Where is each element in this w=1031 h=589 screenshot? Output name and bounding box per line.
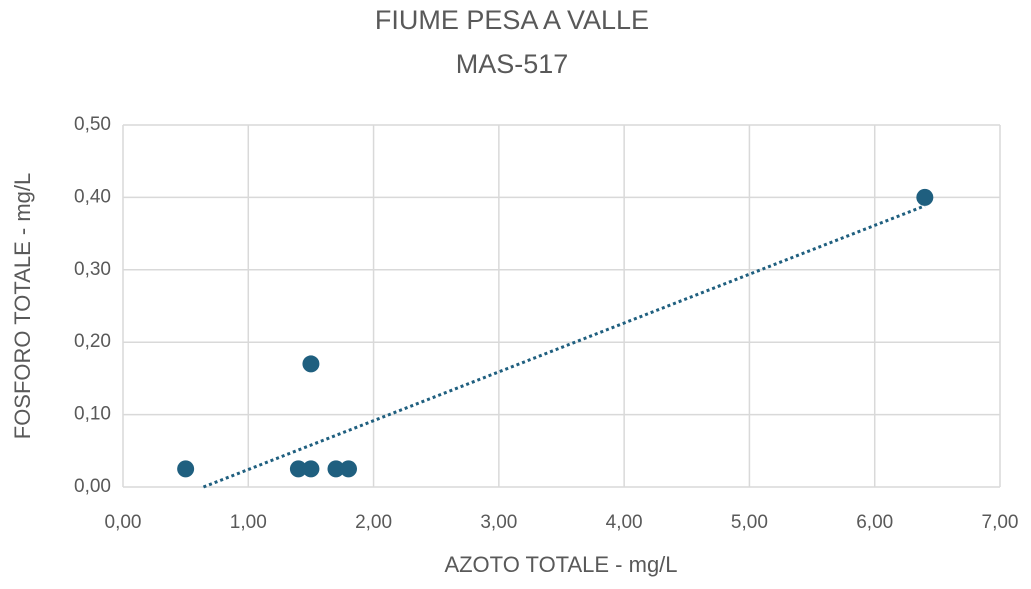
x-tick-label: 3,00	[480, 512, 517, 533]
point	[177, 460, 195, 478]
x-tick-label: 7,00	[982, 512, 1019, 533]
y-tick-label: 0,50	[74, 114, 111, 135]
point	[302, 355, 320, 373]
y-tick-label: 0,10	[74, 404, 111, 425]
y-tick-label: 0,40	[74, 186, 111, 207]
trendline	[202, 204, 926, 489]
point	[916, 188, 934, 206]
point	[340, 460, 358, 478]
chart-subtitle: MAS-517	[456, 49, 569, 79]
x-tick-label: 1,00	[230, 512, 267, 533]
y-tick-label: 0,30	[74, 259, 111, 280]
x-axis-title: AZOTO TOTALE - mg/L	[444, 552, 677, 577]
y-tick-label: 0,20	[74, 331, 111, 352]
point	[302, 460, 320, 478]
x-tick-label: 4,00	[606, 512, 643, 533]
point	[289, 460, 307, 478]
point	[327, 460, 345, 478]
x-tick-label: 2,00	[355, 512, 392, 533]
x-tick-label: 5,00	[731, 512, 768, 533]
x-tick-label: 6,00	[856, 512, 893, 533]
x-tick-label: 0,00	[105, 512, 142, 533]
chart-title: FIUME PESA A VALLE	[375, 5, 649, 35]
y-tick-label: 0,00	[74, 476, 111, 497]
y-axis-title: FOSFORO TOTALE - mg/L	[10, 173, 35, 440]
